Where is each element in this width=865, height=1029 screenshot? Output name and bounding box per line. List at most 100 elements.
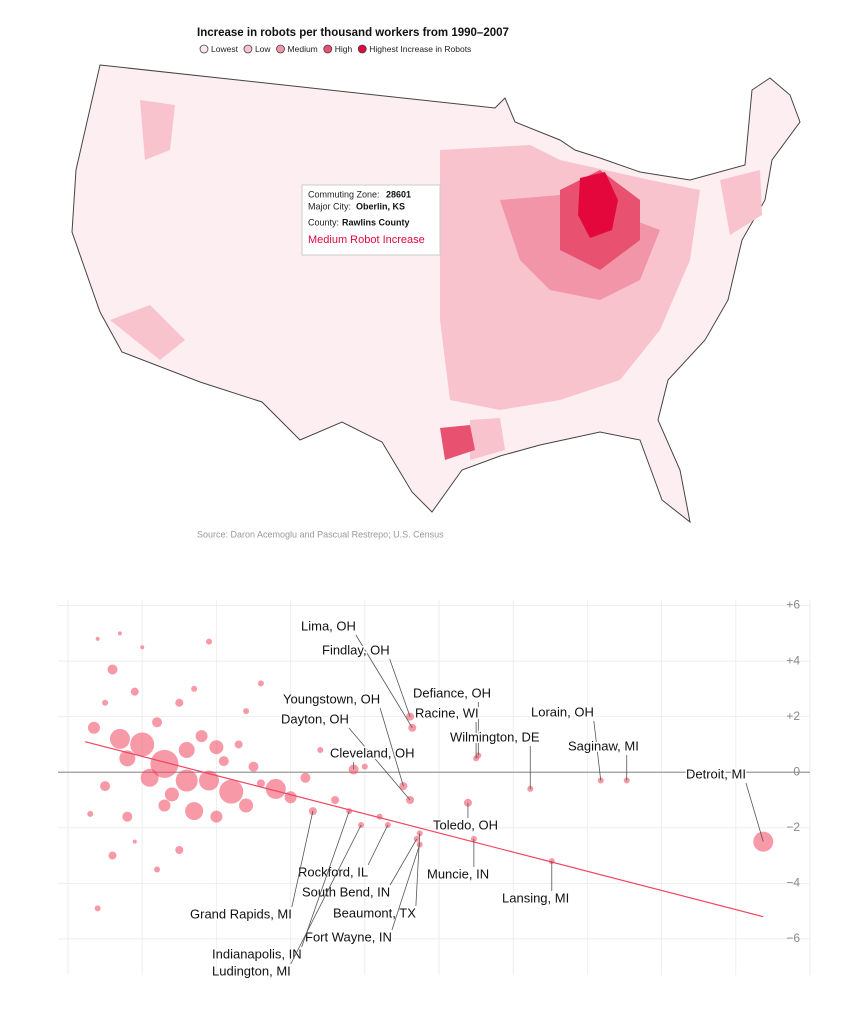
y-tick-label: +6 [786, 598, 800, 612]
point [209, 740, 224, 755]
point-label: Muncie, IN [427, 866, 489, 881]
legend-label: High [335, 44, 353, 54]
point [376, 813, 383, 820]
y-tick-label: +2 [786, 709, 800, 723]
point [218, 756, 229, 767]
point [140, 645, 145, 650]
point [154, 866, 161, 873]
point-label: Beaumont, TX [333, 905, 416, 920]
point-label: Youngstown, OH [283, 691, 380, 706]
tooltip-zone-label: Commuting Zone: [308, 189, 380, 199]
trend-line [84, 741, 764, 918]
point [331, 796, 340, 804]
point-label: Wilmington, DE [450, 729, 540, 744]
leader-line [745, 782, 764, 842]
leader-line [290, 824, 362, 965]
point [248, 761, 259, 772]
map: Increase in robots per thousand workers … [71, 27, 801, 539]
leader-line [355, 634, 413, 728]
point [132, 839, 137, 844]
point [239, 798, 254, 813]
point [87, 810, 94, 817]
legend-swatch [357, 44, 367, 54]
point [100, 781, 111, 792]
point [210, 810, 223, 823]
point [164, 787, 179, 802]
point [185, 802, 204, 821]
leader-line [301, 810, 350, 948]
shaded-regions [110, 100, 762, 460]
tooltip-county: Rawlins County [342, 217, 410, 227]
point-label: Detroit, MI [686, 766, 746, 781]
y-tick-label: 0 [793, 764, 800, 778]
leader-line [348, 727, 411, 801]
point [95, 636, 100, 641]
point [205, 638, 212, 645]
legend-swatch [243, 44, 253, 54]
y-tick-label: −4 [786, 876, 800, 890]
legend: Lowest Low Medium High Highest Increase in R… [199, 44, 471, 54]
leader-line [389, 658, 411, 717]
point [361, 763, 368, 770]
point [117, 631, 122, 636]
point [219, 779, 244, 804]
point-label: Indianapolis, IN [212, 946, 302, 961]
point-label: South Bend, IN [302, 884, 390, 899]
tooltip-zone: 28601 [386, 189, 411, 199]
point [150, 749, 179, 778]
legend-swatch [199, 44, 209, 54]
point-label: Grand Rapids, MI [190, 906, 292, 921]
point-label: Rockford, IL [298, 864, 368, 879]
tooltip [301, 184, 441, 256]
point [102, 699, 109, 706]
point-label: Cleveland, OH [330, 745, 415, 760]
point [107, 664, 118, 675]
point [130, 687, 139, 696]
point-label: Defiance, OH [413, 685, 491, 700]
legend-swatch [276, 44, 285, 54]
point [178, 742, 195, 758]
legend-label: Low [255, 44, 271, 54]
point [191, 685, 198, 692]
point-label: Ludington, MI [212, 963, 291, 978]
leader-line [391, 844, 421, 931]
point [300, 772, 311, 783]
point [243, 708, 250, 715]
point [119, 750, 136, 767]
tooltip-city: Oberlin, KS [356, 201, 405, 211]
point-label: Saginaw, MI [568, 738, 639, 753]
leader-line [367, 824, 389, 866]
point [109, 728, 130, 749]
point [257, 680, 264, 687]
point [175, 846, 184, 854]
legend-label: Lowest [211, 44, 239, 54]
point [108, 851, 117, 860]
point [256, 779, 265, 788]
legend-label: Highest Increase in Robots [369, 44, 471, 54]
point [158, 799, 171, 812]
us-outline [71, 64, 801, 524]
point [234, 740, 243, 749]
point-label: Lima, OH [301, 618, 356, 633]
point-label: Dayton, OH [281, 711, 349, 726]
point [265, 778, 286, 799]
point-label: Findlay, OH [322, 642, 390, 657]
point [175, 698, 184, 707]
point [87, 721, 100, 734]
legend-label: Medium [288, 44, 318, 54]
point [152, 717, 163, 728]
source: Source: Daron Acemoglu and Pascual Restr… [197, 529, 444, 539]
tooltip-category: Medium Robot Increase [308, 234, 425, 246]
leader-line [593, 720, 602, 781]
tooltip-county-label: County: [308, 217, 339, 227]
leader-line [379, 707, 404, 787]
point [130, 732, 155, 757]
point [94, 905, 101, 912]
point-label: Fort Wayne, IN [305, 929, 392, 944]
scatter-plot: +6 +4 +2 0 −2 −4 −6 Lima, OH Findlay, OH Youngsto… [58, 598, 811, 980]
point [284, 791, 297, 804]
point [122, 811, 133, 822]
tooltip-city-label: Major City: [308, 201, 351, 211]
point-label: Lorain, OH [531, 704, 594, 719]
